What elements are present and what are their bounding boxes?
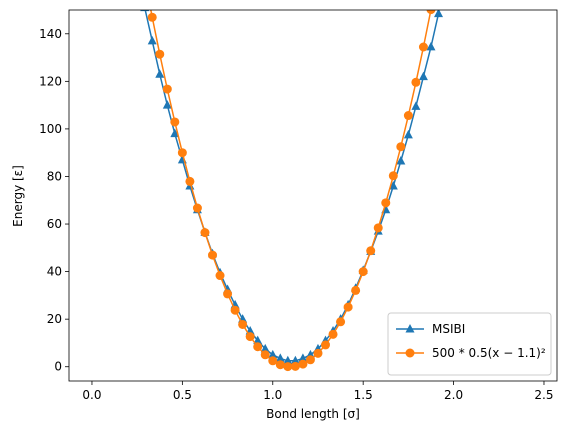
marker xyxy=(147,35,157,45)
marker xyxy=(275,360,285,370)
legend-box xyxy=(387,312,552,376)
marker xyxy=(396,156,406,165)
x-tick-label: 1.0 xyxy=(263,388,282,402)
marker xyxy=(147,12,157,22)
marker xyxy=(283,362,293,372)
marker xyxy=(192,203,202,213)
marker xyxy=(405,324,415,333)
marker xyxy=(396,142,406,152)
marker xyxy=(381,198,391,208)
marker xyxy=(253,335,263,345)
marker xyxy=(328,329,338,339)
series-line xyxy=(144,10,440,362)
marker xyxy=(260,343,270,353)
y-tick-label: 0 xyxy=(54,360,62,374)
legend-label: 500 * 0.5(x − 1.1)² xyxy=(432,346,546,360)
marker xyxy=(405,348,415,358)
marker xyxy=(170,117,180,127)
marker xyxy=(162,84,172,94)
marker xyxy=(426,41,436,51)
x-tick-label: 2.0 xyxy=(444,388,463,402)
marker xyxy=(373,223,383,233)
marker xyxy=(170,128,180,138)
marker xyxy=(366,246,376,256)
marker xyxy=(298,353,308,362)
marker xyxy=(162,100,172,109)
marker xyxy=(290,361,300,371)
marker xyxy=(351,285,361,295)
marker xyxy=(268,356,278,366)
marker xyxy=(155,49,165,59)
marker xyxy=(290,355,300,365)
marker xyxy=(268,349,278,359)
marker xyxy=(321,340,331,350)
marker xyxy=(305,355,315,365)
x-tick-label: 0.5 xyxy=(173,388,192,402)
y-tick-label: 100 xyxy=(39,122,62,136)
marker xyxy=(223,289,233,299)
marker xyxy=(215,271,225,281)
x-tick-label: 2.5 xyxy=(534,388,553,402)
marker xyxy=(434,10,444,18)
marker xyxy=(298,359,308,369)
marker xyxy=(177,148,187,158)
marker xyxy=(426,10,436,15)
marker xyxy=(185,176,195,186)
marker xyxy=(418,42,428,52)
marker xyxy=(403,129,413,139)
x-axis-label: Bond length [σ] xyxy=(266,407,360,421)
y-tick-label: 60 xyxy=(47,217,62,231)
x-tick-label: 1.5 xyxy=(354,388,373,402)
marker xyxy=(275,353,285,362)
marker xyxy=(388,171,398,181)
marker xyxy=(155,69,165,78)
marker xyxy=(411,77,421,87)
marker xyxy=(403,111,413,121)
marker xyxy=(238,319,248,329)
marker xyxy=(260,350,270,360)
marker xyxy=(245,332,255,342)
marker xyxy=(253,342,263,352)
marker xyxy=(313,348,323,358)
axes-frame xyxy=(68,9,558,382)
y-tick-label: 140 xyxy=(39,27,62,41)
marker xyxy=(358,267,368,277)
plot-area xyxy=(140,10,444,372)
marker xyxy=(411,101,421,110)
marker xyxy=(336,317,346,327)
y-tick-label: 120 xyxy=(39,74,62,88)
y-tick-label: 20 xyxy=(47,312,62,326)
legend-label: MSIBI xyxy=(432,322,465,336)
marker xyxy=(388,180,398,190)
marker xyxy=(418,71,428,81)
marker xyxy=(343,302,353,312)
marker xyxy=(200,228,210,238)
y-axis-label: Energy [ε] xyxy=(11,165,25,227)
marker xyxy=(208,250,218,260)
y-tick-label: 80 xyxy=(47,169,62,183)
marker xyxy=(230,305,240,315)
marker xyxy=(283,355,293,365)
y-tick-label: 40 xyxy=(47,265,62,279)
x-tick-label: 0.0 xyxy=(82,388,101,402)
